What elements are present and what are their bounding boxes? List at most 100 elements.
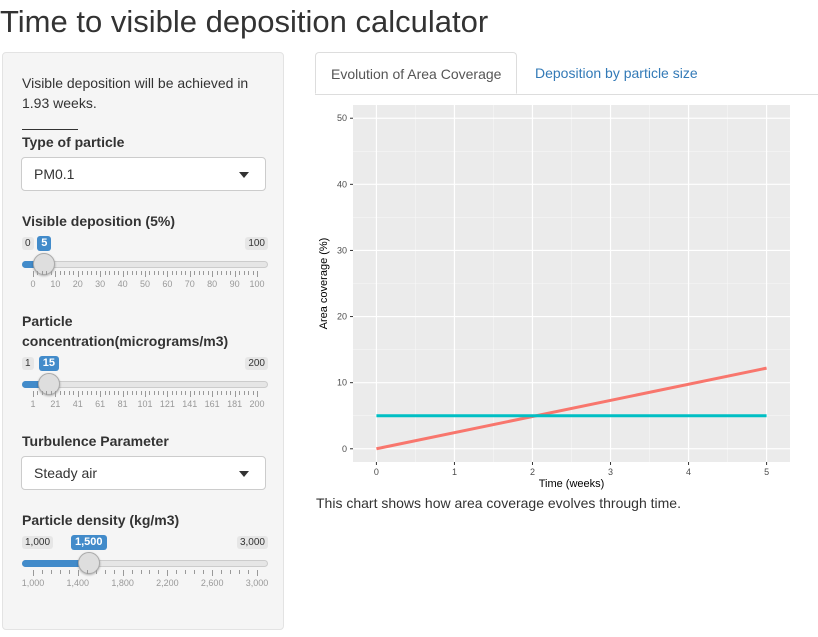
- sidebar-panel: Visible deposition will be achieved in 1…: [2, 52, 284, 630]
- slider-min-label: 0: [22, 237, 34, 250]
- slider-grid-label: 161: [204, 399, 220, 409]
- slider-max-label: 200: [245, 357, 268, 370]
- y-tick-label: 50: [337, 113, 347, 123]
- turbulence-select[interactable]: Steady air: [21, 456, 266, 490]
- slider-grid-label: 1,000: [21, 578, 45, 588]
- slider-grid-label: 121: [159, 399, 175, 409]
- slider-tick: [234, 271, 236, 277]
- slider-tick: [167, 391, 169, 397]
- slider-tick: [248, 391, 250, 395]
- slider-tick: [95, 570, 97, 574]
- slider-tick: [194, 271, 196, 275]
- tab-particle-size[interactable]: Deposition by particle size: [535, 65, 698, 81]
- visible-deposition-slider[interactable]: 0 100 5 0 10 20 30 40 50 60 70 80 90 100: [22, 236, 268, 297]
- slider-tick: [118, 391, 120, 395]
- y-tick-label: 30: [337, 245, 347, 255]
- slider-grid-label: 2,600: [200, 578, 224, 588]
- slider-tick: [158, 271, 160, 275]
- page-title: Time to visible deposition calculator: [0, 4, 489, 39]
- slider-tick: [55, 271, 57, 277]
- slider-tick: [248, 271, 250, 275]
- slider-tick: [104, 271, 106, 275]
- slider-grid-label: 181: [227, 399, 243, 409]
- slider-tick: [176, 391, 178, 395]
- slider-grid-label: 30: [95, 279, 106, 289]
- slider-tick: [149, 391, 151, 395]
- slider-tick: [203, 271, 205, 275]
- concentration-label-line2: concentration(micrograms/m3): [22, 333, 229, 349]
- slider-handle[interactable]: [78, 552, 100, 574]
- slider-tick: [176, 570, 178, 574]
- slider-grid-label: 21: [50, 399, 61, 409]
- slider-tick: [239, 271, 241, 275]
- tab-bar: Evolution of Area Coverage Deposition by…: [315, 52, 818, 95]
- slider-tick: [171, 391, 173, 395]
- slider-grid-label: 20: [72, 279, 83, 289]
- concentration-slider[interactable]: 1 200 15 1 21 41 61 81 101 121 141 161 181 200: [22, 356, 268, 417]
- slider-tick: [82, 391, 84, 395]
- tab-area-coverage[interactable]: Evolution of Area Coverage: [315, 52, 518, 94]
- slider-min-label: 1: [22, 357, 34, 370]
- slider-tick: [167, 570, 169, 576]
- slider-tick: [194, 391, 196, 395]
- slider-tick: [46, 271, 48, 275]
- chart-caption: This chart shows how area coverage evolv…: [316, 495, 681, 511]
- chevron-down-icon: [239, 172, 249, 178]
- slider-tick: [248, 570, 250, 574]
- slider-tick: [113, 570, 115, 574]
- slider-tick: [257, 570, 258, 576]
- slider-tick: [239, 570, 241, 574]
- slider-tick: [145, 391, 146, 397]
- slider-tick: [162, 271, 164, 275]
- slider-tick: [131, 570, 133, 574]
- slider-tick: [230, 570, 232, 574]
- slider-tick: [221, 570, 223, 574]
- slider-grid-labels: 0 10 20 30 40 50 60 70 80 90 100: [22, 279, 268, 291]
- slider-ticks: [33, 391, 258, 397]
- slider-grid-label: 81: [117, 399, 128, 409]
- slider-tick: [59, 570, 61, 574]
- slider-tick: [198, 271, 200, 275]
- slider-tick: [100, 391, 102, 397]
- slider-grid-label: 200: [249, 399, 265, 409]
- slider-tick: [86, 391, 88, 395]
- slider-tick: [243, 271, 245, 275]
- slider-tick: [230, 271, 232, 275]
- slider-tick: [37, 271, 39, 275]
- slider-tick: [136, 271, 138, 275]
- slider-grid-label: 40: [117, 279, 128, 289]
- slider-tick: [86, 271, 88, 275]
- x-tick-label: 5: [764, 467, 769, 477]
- slider-value-label: 5: [37, 236, 52, 251]
- slider-grid-label: 60: [162, 279, 173, 289]
- slider-tick: [104, 391, 106, 395]
- slider-tick: [59, 271, 61, 275]
- slider-tick: [131, 391, 133, 395]
- slider-ticks: [33, 570, 258, 576]
- slider-grid-label: 90: [229, 279, 240, 289]
- slider-grid-labels: 1 21 41 61 81 101 121 141 161 181 200: [22, 399, 268, 411]
- particle-type-select[interactable]: PM0.1: [21, 157, 266, 191]
- slider-handle[interactable]: [33, 253, 56, 275]
- slider-tick: [91, 271, 93, 275]
- slider-track[interactable]: [22, 261, 268, 268]
- slider-tick: [95, 391, 97, 395]
- x-tick-label: 3: [608, 467, 613, 477]
- slider-tick: [37, 391, 39, 395]
- divider: [22, 129, 78, 130]
- concentration-label-line1: Particle: [22, 313, 73, 329]
- x-tick-label: 2: [530, 467, 535, 477]
- slider-tick: [91, 391, 93, 395]
- slider-tick: [194, 570, 196, 574]
- slider-handle[interactable]: [37, 373, 60, 395]
- slider-grid-label: 41: [72, 399, 83, 409]
- density-slider[interactable]: 1,000 3,000 1,500 1,000 1,400 1,800 2,200 2,…: [21, 535, 268, 596]
- chevron-down-icon: [239, 471, 249, 477]
- slider-tick: [158, 570, 160, 574]
- slider-tick: [162, 391, 164, 395]
- turbulence-value: Steady air: [34, 465, 98, 481]
- slider-tick: [189, 391, 191, 397]
- slider-tick: [113, 391, 115, 395]
- deposition-status-text: Visible deposition will be achieved in 1…: [22, 75, 249, 111]
